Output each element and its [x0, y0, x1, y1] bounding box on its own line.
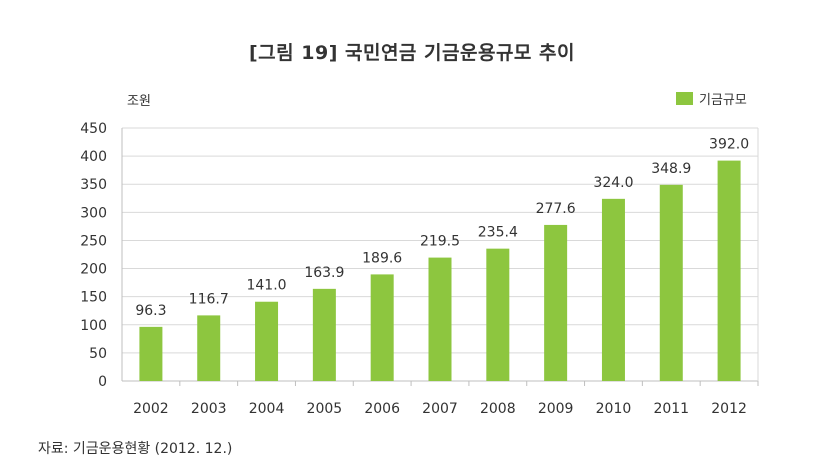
bar-value-label: 277.6 — [536, 201, 576, 217]
legend: 기금규모 — [676, 89, 747, 108]
bar — [486, 248, 510, 381]
bar-value-label: 163.9 — [304, 265, 344, 281]
y-tick-label: 150 — [80, 290, 107, 306]
bar — [139, 326, 163, 381]
legend-swatch — [676, 92, 693, 105]
bar-value-label: 96.3 — [135, 303, 166, 319]
bar-value-label: 219.5 — [420, 234, 460, 250]
bar — [544, 224, 568, 381]
y-tick-label: 200 — [80, 262, 107, 278]
x-tick-label: 2011 — [653, 401, 689, 417]
bar — [312, 288, 336, 381]
x-tick-label: 2007 — [422, 401, 458, 417]
x-tick-label: 2006 — [364, 401, 400, 417]
bar — [717, 160, 741, 381]
y-tick-label: 400 — [80, 149, 107, 165]
x-tick-label: 2004 — [249, 401, 285, 417]
y-axis-unit-label: 조원 — [127, 94, 151, 109]
bar-value-label: 235.4 — [478, 225, 518, 241]
bar — [659, 184, 683, 381]
x-tick-label: 2002 — [133, 401, 169, 417]
bar — [255, 301, 279, 381]
y-tick-label: 50 — [89, 346, 107, 362]
x-tick-label: 2003 — [191, 401, 227, 417]
bar-value-label: 189.6 — [362, 250, 402, 266]
bar-value-label: 392.0 — [709, 137, 749, 153]
x-tick-label: 2009 — [538, 401, 574, 417]
y-tick-label: 300 — [80, 205, 107, 221]
bar-value-label: 348.9 — [651, 161, 691, 177]
bar — [601, 198, 625, 381]
x-tick-label: 2008 — [480, 401, 516, 417]
bar-value-label: 116.7 — [189, 291, 229, 307]
bar-value-label: 141.0 — [246, 278, 286, 294]
legend-label: 기금규모 — [699, 93, 747, 108]
source-note: 자료: 기금운용현황 (2012. 12.) — [38, 441, 233, 457]
x-tick-label: 2005 — [307, 401, 343, 417]
x-tick-label: 2012 — [711, 401, 747, 417]
y-tick-label: 250 — [80, 233, 107, 249]
bar — [197, 315, 221, 381]
bar — [370, 274, 394, 381]
y-tick-label: 100 — [80, 318, 107, 334]
y-tick-label: 450 — [80, 121, 107, 137]
bar — [428, 257, 452, 381]
chart-title: [그림 19] 국민연금 기금운용규모 추이 — [249, 42, 575, 64]
bar-value-label: 324.0 — [593, 175, 633, 191]
y-tick-label: 350 — [80, 177, 107, 193]
y-tick-label: 0 — [98, 374, 107, 390]
x-tick-label: 2010 — [596, 401, 632, 417]
